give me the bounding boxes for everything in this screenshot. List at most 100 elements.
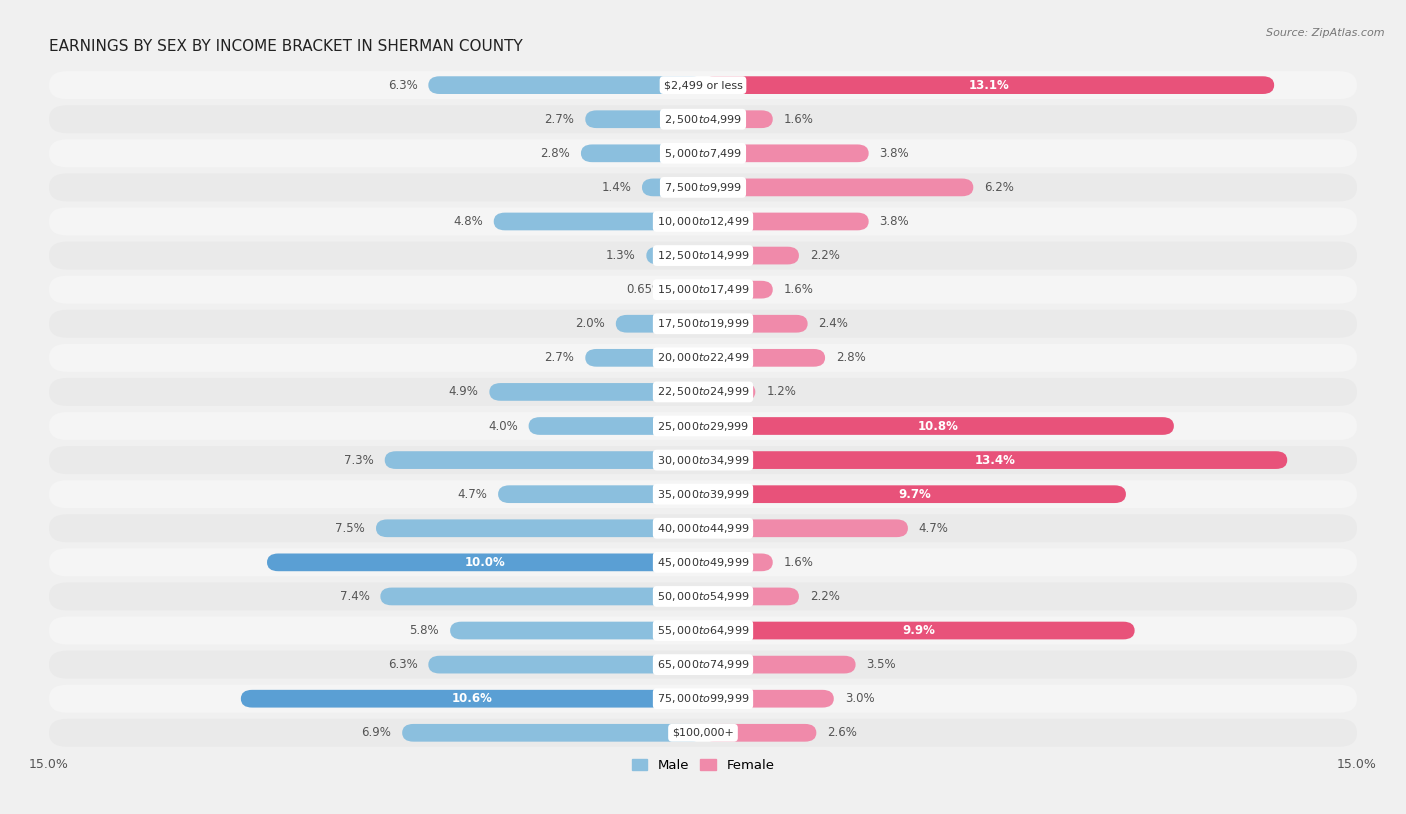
FancyBboxPatch shape [49,242,1357,269]
FancyBboxPatch shape [703,178,973,196]
Text: 1.6%: 1.6% [783,283,814,296]
FancyBboxPatch shape [703,281,773,299]
FancyBboxPatch shape [49,514,1357,542]
Text: $15,000 to $17,499: $15,000 to $17,499 [657,283,749,296]
Text: 3.5%: 3.5% [866,659,896,671]
Text: 0.65%: 0.65% [627,283,664,296]
Text: $20,000 to $22,499: $20,000 to $22,499 [657,352,749,365]
Text: $17,500 to $19,999: $17,500 to $19,999 [657,317,749,330]
Text: 2.6%: 2.6% [827,726,858,739]
Text: 2.8%: 2.8% [837,352,866,365]
FancyBboxPatch shape [703,656,856,673]
Text: $30,000 to $34,999: $30,000 to $34,999 [657,453,749,466]
FancyBboxPatch shape [49,412,1357,440]
FancyBboxPatch shape [49,549,1357,576]
Text: 4.8%: 4.8% [453,215,482,228]
Text: 13.4%: 13.4% [974,453,1015,466]
FancyBboxPatch shape [375,519,703,537]
Text: $75,000 to $99,999: $75,000 to $99,999 [657,692,749,705]
FancyBboxPatch shape [703,111,773,128]
FancyBboxPatch shape [703,519,908,537]
Text: $5,000 to $7,499: $5,000 to $7,499 [664,147,742,160]
Text: 2.8%: 2.8% [540,147,569,160]
Text: 2.0%: 2.0% [575,317,605,330]
FancyBboxPatch shape [703,212,869,230]
Text: EARNINGS BY SEX BY INCOME BRACKET IN SHERMAN COUNTY: EARNINGS BY SEX BY INCOME BRACKET IN SHE… [49,39,523,55]
Text: 7.3%: 7.3% [344,453,374,466]
Text: 9.7%: 9.7% [898,488,931,501]
Text: $65,000 to $74,999: $65,000 to $74,999 [657,659,749,671]
FancyBboxPatch shape [585,111,703,128]
FancyBboxPatch shape [49,685,1357,713]
FancyBboxPatch shape [49,583,1357,610]
FancyBboxPatch shape [49,719,1357,746]
Text: 6.3%: 6.3% [388,79,418,92]
Text: 6.2%: 6.2% [984,181,1014,194]
FancyBboxPatch shape [703,451,1288,469]
FancyBboxPatch shape [703,383,755,400]
Text: $25,000 to $29,999: $25,000 to $29,999 [657,419,749,432]
FancyBboxPatch shape [49,378,1357,406]
FancyBboxPatch shape [49,310,1357,338]
FancyBboxPatch shape [49,208,1357,235]
FancyBboxPatch shape [581,144,703,162]
Text: $22,500 to $24,999: $22,500 to $24,999 [657,385,749,398]
FancyBboxPatch shape [498,485,703,503]
FancyBboxPatch shape [703,315,807,333]
FancyBboxPatch shape [385,451,703,469]
FancyBboxPatch shape [49,105,1357,133]
FancyBboxPatch shape [643,178,703,196]
FancyBboxPatch shape [267,554,703,571]
FancyBboxPatch shape [429,77,703,94]
Text: 2.7%: 2.7% [544,352,575,365]
FancyBboxPatch shape [703,77,1274,94]
Text: 2.7%: 2.7% [544,112,575,125]
FancyBboxPatch shape [49,480,1357,508]
Text: 7.4%: 7.4% [340,590,370,603]
Text: 4.0%: 4.0% [488,419,517,432]
Text: 1.6%: 1.6% [783,112,814,125]
Text: 6.9%: 6.9% [361,726,391,739]
FancyBboxPatch shape [675,281,703,299]
FancyBboxPatch shape [703,417,1174,435]
Text: 1.4%: 1.4% [602,181,631,194]
Text: $2,500 to $4,999: $2,500 to $4,999 [664,112,742,125]
FancyBboxPatch shape [703,724,817,742]
FancyBboxPatch shape [529,417,703,435]
FancyBboxPatch shape [450,622,703,639]
Text: 3.8%: 3.8% [880,147,910,160]
Text: 1.6%: 1.6% [783,556,814,569]
FancyBboxPatch shape [402,724,703,742]
FancyBboxPatch shape [494,212,703,230]
Text: 2.2%: 2.2% [810,249,839,262]
Text: $35,000 to $39,999: $35,000 to $39,999 [657,488,749,501]
Text: $12,500 to $14,999: $12,500 to $14,999 [657,249,749,262]
Text: 2.2%: 2.2% [810,590,839,603]
Text: 10.6%: 10.6% [451,692,492,705]
FancyBboxPatch shape [240,689,703,707]
Text: 1.2%: 1.2% [766,385,796,398]
Text: $40,000 to $44,999: $40,000 to $44,999 [657,522,749,535]
FancyBboxPatch shape [49,276,1357,304]
Text: $55,000 to $64,999: $55,000 to $64,999 [657,624,749,637]
FancyBboxPatch shape [49,139,1357,168]
FancyBboxPatch shape [489,383,703,400]
FancyBboxPatch shape [381,588,703,606]
FancyBboxPatch shape [703,554,773,571]
Text: 5.8%: 5.8% [409,624,439,637]
FancyBboxPatch shape [703,689,834,707]
Text: 7.5%: 7.5% [336,522,366,535]
Text: 3.0%: 3.0% [845,692,875,705]
Text: 2.4%: 2.4% [818,317,848,330]
FancyBboxPatch shape [647,247,703,265]
Legend: Male, Female: Male, Female [626,753,780,777]
FancyBboxPatch shape [49,446,1357,474]
Text: 13.1%: 13.1% [969,79,1010,92]
Text: 3.8%: 3.8% [880,215,910,228]
Text: 4.7%: 4.7% [918,522,949,535]
FancyBboxPatch shape [703,485,1126,503]
FancyBboxPatch shape [703,622,1135,639]
FancyBboxPatch shape [49,650,1357,679]
Text: 10.0%: 10.0% [464,556,505,569]
Text: $2,499 or less: $2,499 or less [664,80,742,90]
